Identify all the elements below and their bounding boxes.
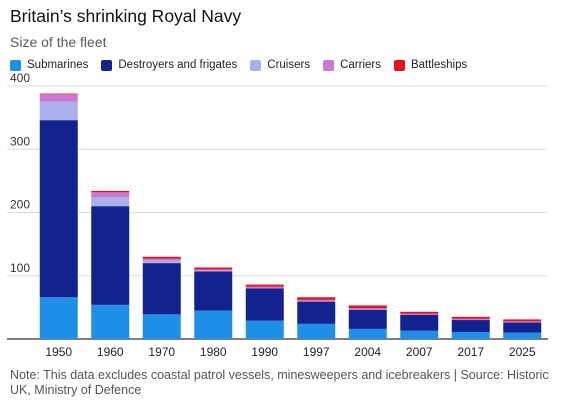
bar-segment [400,311,439,314]
bar-segment [245,288,284,321]
x-tick-label: 2004 [354,345,381,359]
bar-segment [91,190,130,193]
bar-segment [451,318,490,321]
chart-legend: Submarines Destroyers and frigates Cruiser… [10,59,467,71]
bar-segment [245,284,284,287]
x-tick-label: 1990 [251,345,278,359]
bar-segment [451,320,490,333]
legend-item: Carriers [323,59,381,71]
bar-segment [142,260,181,264]
bars [39,93,542,339]
legend-item: Cruisers [250,59,310,71]
legend-label: Battleships [410,59,468,71]
bar-segment [503,319,542,322]
source-note: Note: This data excludes coastal patrol … [10,368,549,397]
bar-segment [39,93,78,95]
bar-segment [245,320,284,339]
axes: 1950 1960 1970 1980 1990 1997 2004 2007 2017 2025 [45,345,536,359]
bar-segment [91,197,130,207]
bar-segment [297,297,336,300]
x-tick-label: 2017 [457,345,484,359]
chart-title: Britain’s shrinking Royal Navy [10,6,242,26]
legend-label: Cruisers [267,59,311,71]
x-tick-label: 1970 [148,345,175,359]
bar-segment [503,332,542,339]
bar-segment [194,267,233,270]
bar-segment [142,314,181,339]
bar-segment [348,308,387,310]
legend-swatch [323,59,335,71]
bar-segment [142,256,181,259]
bar-segment [194,271,233,311]
x-tick-label: 1960 [97,345,124,359]
legend-swatch [393,59,405,71]
bar-segment [91,192,130,198]
y-tick-label: 100 [10,261,30,275]
x-tick-label: 2007 [406,345,433,359]
legend-label: Submarines [27,59,89,71]
bar-segment [194,270,233,272]
y-tick-label: 400 [10,71,30,85]
bar-segment [451,316,490,319]
legend-label: Carriers [340,59,381,71]
bar-segment [142,263,181,315]
bar-segment [503,321,542,323]
bar-segment [142,258,181,261]
legend-swatch [101,59,113,71]
bar-segment [39,120,78,298]
x-tick-label: 1950 [45,345,72,359]
bar-segment [245,286,284,289]
bar-segment [91,206,130,305]
x-tick-label: 1997 [303,345,330,359]
bar-segment [194,310,233,339]
legend-swatch [250,59,262,71]
bar-segment [39,101,78,121]
bar-segment [348,328,387,339]
bar-segment [194,269,233,271]
legend-label: Destroyers and frigates [118,59,238,71]
bar-segment [91,304,130,339]
x-tick-label: 2025 [509,345,536,359]
bar-segment [297,299,336,302]
bar-segment [503,322,542,333]
bar-segment [400,314,439,331]
bar-segment [400,330,439,339]
legend-item: Destroyers and frigates [101,59,237,71]
x-tick-label: 1980 [200,345,227,359]
bar-segment [39,94,78,102]
legend-item: Battleships [393,59,468,71]
bar-segment [39,297,78,339]
y-tick-label: 300 [10,134,30,148]
bar-segment [348,309,387,329]
bar-segment [451,332,490,339]
bar-segment [348,305,387,309]
y-tick-label: 200 [10,198,30,212]
bar-segment [297,301,336,324]
legend-swatch [10,59,21,71]
bar-segment [400,313,439,315]
chart-subtitle: Size of the fleet [10,34,107,50]
legend-item: Submarines [10,59,88,71]
bar-segment [297,323,336,339]
